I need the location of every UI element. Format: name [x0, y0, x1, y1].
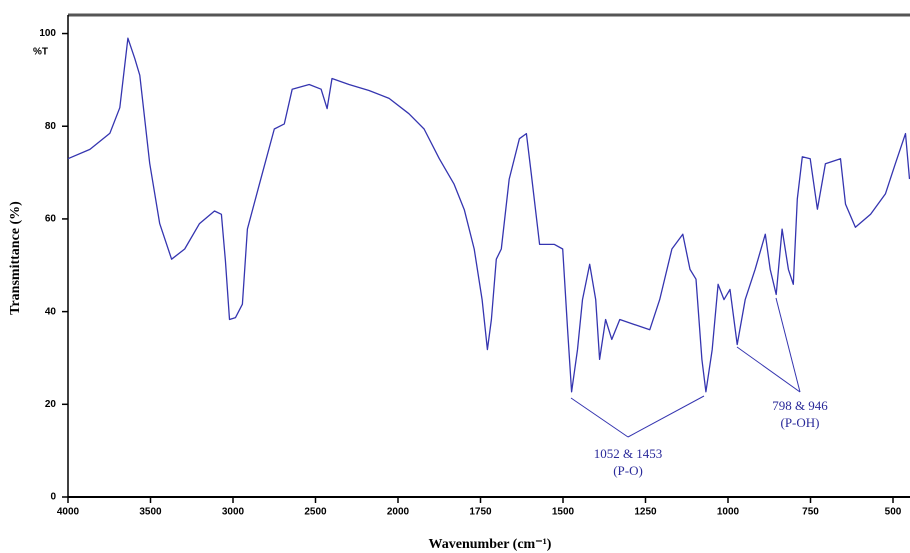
y-tick-label: 100	[39, 28, 56, 39]
x-tick-label: 2500	[304, 507, 327, 518]
x-tick-label: 3000	[222, 507, 245, 518]
annotation: (P-OH)	[781, 415, 820, 430]
y-unit-label: %T	[33, 47, 48, 58]
plot-area	[68, 15, 910, 497]
annotation-leader	[627, 395, 705, 438]
y-tick-label: 20	[45, 399, 57, 410]
spectrum-line	[67, 37, 910, 393]
x-tick-label: 1250	[634, 507, 657, 518]
annotation: (P-O)	[613, 463, 643, 478]
annotation: 1052 & 1453	[594, 446, 663, 461]
y-axis-title: Transmittance (%)	[8, 201, 23, 315]
y-tick-label: 80	[45, 121, 57, 132]
x-tick-label: 2000	[387, 507, 410, 518]
x-tick-label: 1750	[469, 507, 492, 518]
x-tick-label: 4000	[57, 507, 80, 518]
annotation: 798 & 946	[772, 398, 828, 413]
y-tick-label: 40	[45, 306, 57, 317]
x-tick-label: 3500	[139, 507, 162, 518]
annotation-leader	[775, 297, 801, 393]
annotation-leader	[736, 346, 801, 393]
annotation-leader	[570, 397, 629, 438]
x-tick-label: 1000	[717, 507, 740, 518]
y-tick-label: 0	[50, 492, 56, 503]
x-tick-label: 500	[885, 507, 902, 518]
x-tick-label: 750	[802, 507, 819, 518]
x-axis-title: Wavenumber (cm⁻¹)	[429, 537, 552, 552]
y-tick-label: 60	[45, 214, 57, 225]
x-tick-label: 1500	[552, 507, 575, 518]
